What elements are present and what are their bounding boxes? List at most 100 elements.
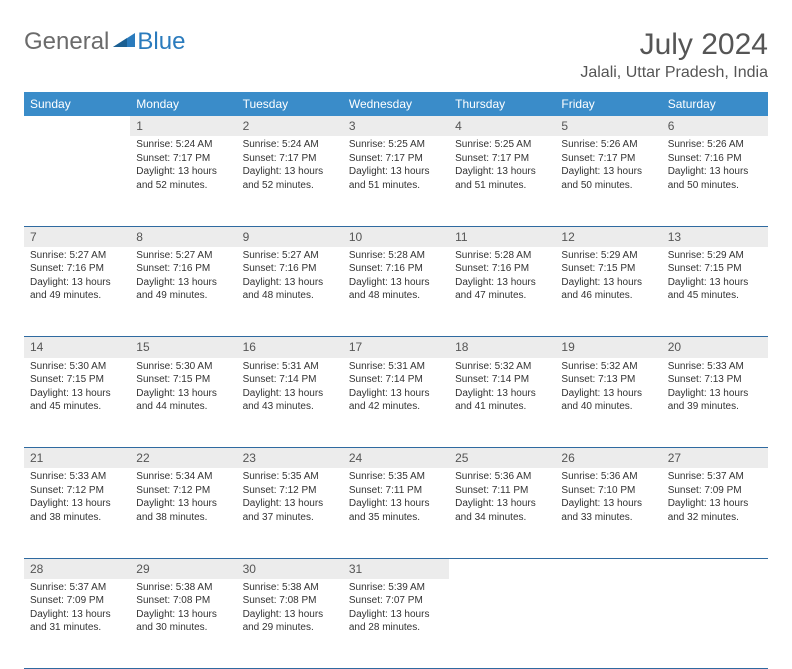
logo-text-general: General xyxy=(24,28,109,56)
day-cell: Sunrise: 5:39 AMSunset: 7:07 PMDaylight:… xyxy=(343,579,449,669)
daylight-text: Daylight: 13 hours xyxy=(561,165,655,179)
sunrise-text: Sunrise: 5:26 AM xyxy=(561,138,655,152)
day-cell: Sunrise: 5:35 AMSunset: 7:12 PMDaylight:… xyxy=(237,468,343,558)
daynum-row: 14151617181920 xyxy=(24,337,768,358)
sunset-text: Sunset: 7:16 PM xyxy=(136,262,230,276)
daylight-text: Daylight: 13 hours xyxy=(136,497,230,511)
daylight-text: and 45 minutes. xyxy=(668,289,762,303)
day-cell: Sunrise: 5:35 AMSunset: 7:11 PMDaylight:… xyxy=(343,468,449,558)
day-number-cell: 27 xyxy=(662,448,768,469)
day-number-cell: 8 xyxy=(130,226,236,247)
sunset-text: Sunset: 7:16 PM xyxy=(30,262,124,276)
day-number-cell: 30 xyxy=(237,558,343,579)
sunset-text: Sunset: 7:16 PM xyxy=(243,262,337,276)
day-number-cell: 28 xyxy=(24,558,130,579)
daylight-text: Daylight: 13 hours xyxy=(668,165,762,179)
sunrise-text: Sunrise: 5:26 AM xyxy=(668,138,762,152)
sunset-text: Sunset: 7:14 PM xyxy=(243,373,337,387)
day-cell: Sunrise: 5:29 AMSunset: 7:15 PMDaylight:… xyxy=(662,247,768,337)
daylight-text: and 30 minutes. xyxy=(136,621,230,635)
daylight-text: Daylight: 13 hours xyxy=(349,387,443,401)
sunset-text: Sunset: 7:08 PM xyxy=(243,594,337,608)
sunset-text: Sunset: 7:13 PM xyxy=(668,373,762,387)
day-number-cell: 25 xyxy=(449,448,555,469)
sunrise-text: Sunrise: 5:34 AM xyxy=(136,470,230,484)
daylight-text: Daylight: 13 hours xyxy=(30,276,124,290)
daylight-text: Daylight: 13 hours xyxy=(30,387,124,401)
daylight-text: Daylight: 13 hours xyxy=(30,608,124,622)
sunrise-text: Sunrise: 5:27 AM xyxy=(30,249,124,263)
day-cell: Sunrise: 5:27 AMSunset: 7:16 PMDaylight:… xyxy=(237,247,343,337)
sunset-text: Sunset: 7:13 PM xyxy=(561,373,655,387)
day-number-cell: 23 xyxy=(237,448,343,469)
sunset-text: Sunset: 7:12 PM xyxy=(30,484,124,498)
sunrise-text: Sunrise: 5:30 AM xyxy=(136,360,230,374)
daylight-text: and 42 minutes. xyxy=(349,400,443,414)
sunset-text: Sunset: 7:17 PM xyxy=(561,152,655,166)
day-cell: Sunrise: 5:36 AMSunset: 7:10 PMDaylight:… xyxy=(555,468,661,558)
daylight-text: and 41 minutes. xyxy=(455,400,549,414)
day-number-cell: 22 xyxy=(130,448,236,469)
daynum-row: 78910111213 xyxy=(24,226,768,247)
day-number-cell: 10 xyxy=(343,226,449,247)
sunrise-text: Sunrise: 5:25 AM xyxy=(455,138,549,152)
daylight-text: Daylight: 13 hours xyxy=(136,387,230,401)
sunset-text: Sunset: 7:08 PM xyxy=(136,594,230,608)
day-cell: Sunrise: 5:34 AMSunset: 7:12 PMDaylight:… xyxy=(130,468,236,558)
logo-text-blue: Blue xyxy=(137,28,185,56)
logo: General Blue xyxy=(24,28,185,56)
sunset-text: Sunset: 7:17 PM xyxy=(136,152,230,166)
day-cell: Sunrise: 5:27 AMSunset: 7:16 PMDaylight:… xyxy=(24,247,130,337)
sunset-text: Sunset: 7:07 PM xyxy=(349,594,443,608)
sunrise-text: Sunrise: 5:39 AM xyxy=(349,581,443,595)
sunset-text: Sunset: 7:11 PM xyxy=(349,484,443,498)
week-row: Sunrise: 5:37 AMSunset: 7:09 PMDaylight:… xyxy=(24,579,768,669)
day-header: Tuesday xyxy=(237,92,343,116)
daylight-text: and 38 minutes. xyxy=(30,511,124,525)
sunset-text: Sunset: 7:15 PM xyxy=(30,373,124,387)
sunrise-text: Sunrise: 5:35 AM xyxy=(349,470,443,484)
day-number-cell: 2 xyxy=(237,116,343,136)
sunset-text: Sunset: 7:15 PM xyxy=(668,262,762,276)
sunrise-text: Sunrise: 5:27 AM xyxy=(243,249,337,263)
day-number-cell: 3 xyxy=(343,116,449,136)
daylight-text: Daylight: 13 hours xyxy=(455,276,549,290)
sunrise-text: Sunrise: 5:29 AM xyxy=(668,249,762,263)
daylight-text: and 37 minutes. xyxy=(243,511,337,525)
daylight-text: Daylight: 13 hours xyxy=(243,165,337,179)
sunrise-text: Sunrise: 5:31 AM xyxy=(349,360,443,374)
sunset-text: Sunset: 7:12 PM xyxy=(243,484,337,498)
sunset-text: Sunset: 7:16 PM xyxy=(668,152,762,166)
sunrise-text: Sunrise: 5:28 AM xyxy=(349,249,443,263)
day-number-cell: 5 xyxy=(555,116,661,136)
sunrise-text: Sunrise: 5:32 AM xyxy=(561,360,655,374)
daylight-text: Daylight: 13 hours xyxy=(561,497,655,511)
sunset-text: Sunset: 7:16 PM xyxy=(455,262,549,276)
day-number-cell xyxy=(449,558,555,579)
day-number-cell: 9 xyxy=(237,226,343,247)
daylight-text: Daylight: 13 hours xyxy=(243,608,337,622)
day-cell: Sunrise: 5:28 AMSunset: 7:16 PMDaylight:… xyxy=(449,247,555,337)
sunrise-text: Sunrise: 5:31 AM xyxy=(243,360,337,374)
sunset-text: Sunset: 7:16 PM xyxy=(349,262,443,276)
sunrise-text: Sunrise: 5:33 AM xyxy=(668,360,762,374)
day-number-cell: 26 xyxy=(555,448,661,469)
daylight-text: and 49 minutes. xyxy=(30,289,124,303)
logo-triangle-icon xyxy=(113,29,135,56)
day-cell: Sunrise: 5:37 AMSunset: 7:09 PMDaylight:… xyxy=(662,468,768,558)
daylight-text: Daylight: 13 hours xyxy=(136,608,230,622)
sunrise-text: Sunrise: 5:37 AM xyxy=(30,581,124,595)
daylight-text: and 48 minutes. xyxy=(243,289,337,303)
day-cell: Sunrise: 5:37 AMSunset: 7:09 PMDaylight:… xyxy=(24,579,130,669)
daylight-text: and 32 minutes. xyxy=(668,511,762,525)
daylight-text: and 35 minutes. xyxy=(349,511,443,525)
day-header: Sunday xyxy=(24,92,130,116)
day-cell xyxy=(449,579,555,669)
daylight-text: Daylight: 13 hours xyxy=(30,497,124,511)
day-header: Monday xyxy=(130,92,236,116)
sunrise-text: Sunrise: 5:35 AM xyxy=(243,470,337,484)
daynum-row: 123456 xyxy=(24,116,768,136)
daylight-text: Daylight: 13 hours xyxy=(455,387,549,401)
sunrise-text: Sunrise: 5:36 AM xyxy=(561,470,655,484)
daylight-text: and 38 minutes. xyxy=(136,511,230,525)
